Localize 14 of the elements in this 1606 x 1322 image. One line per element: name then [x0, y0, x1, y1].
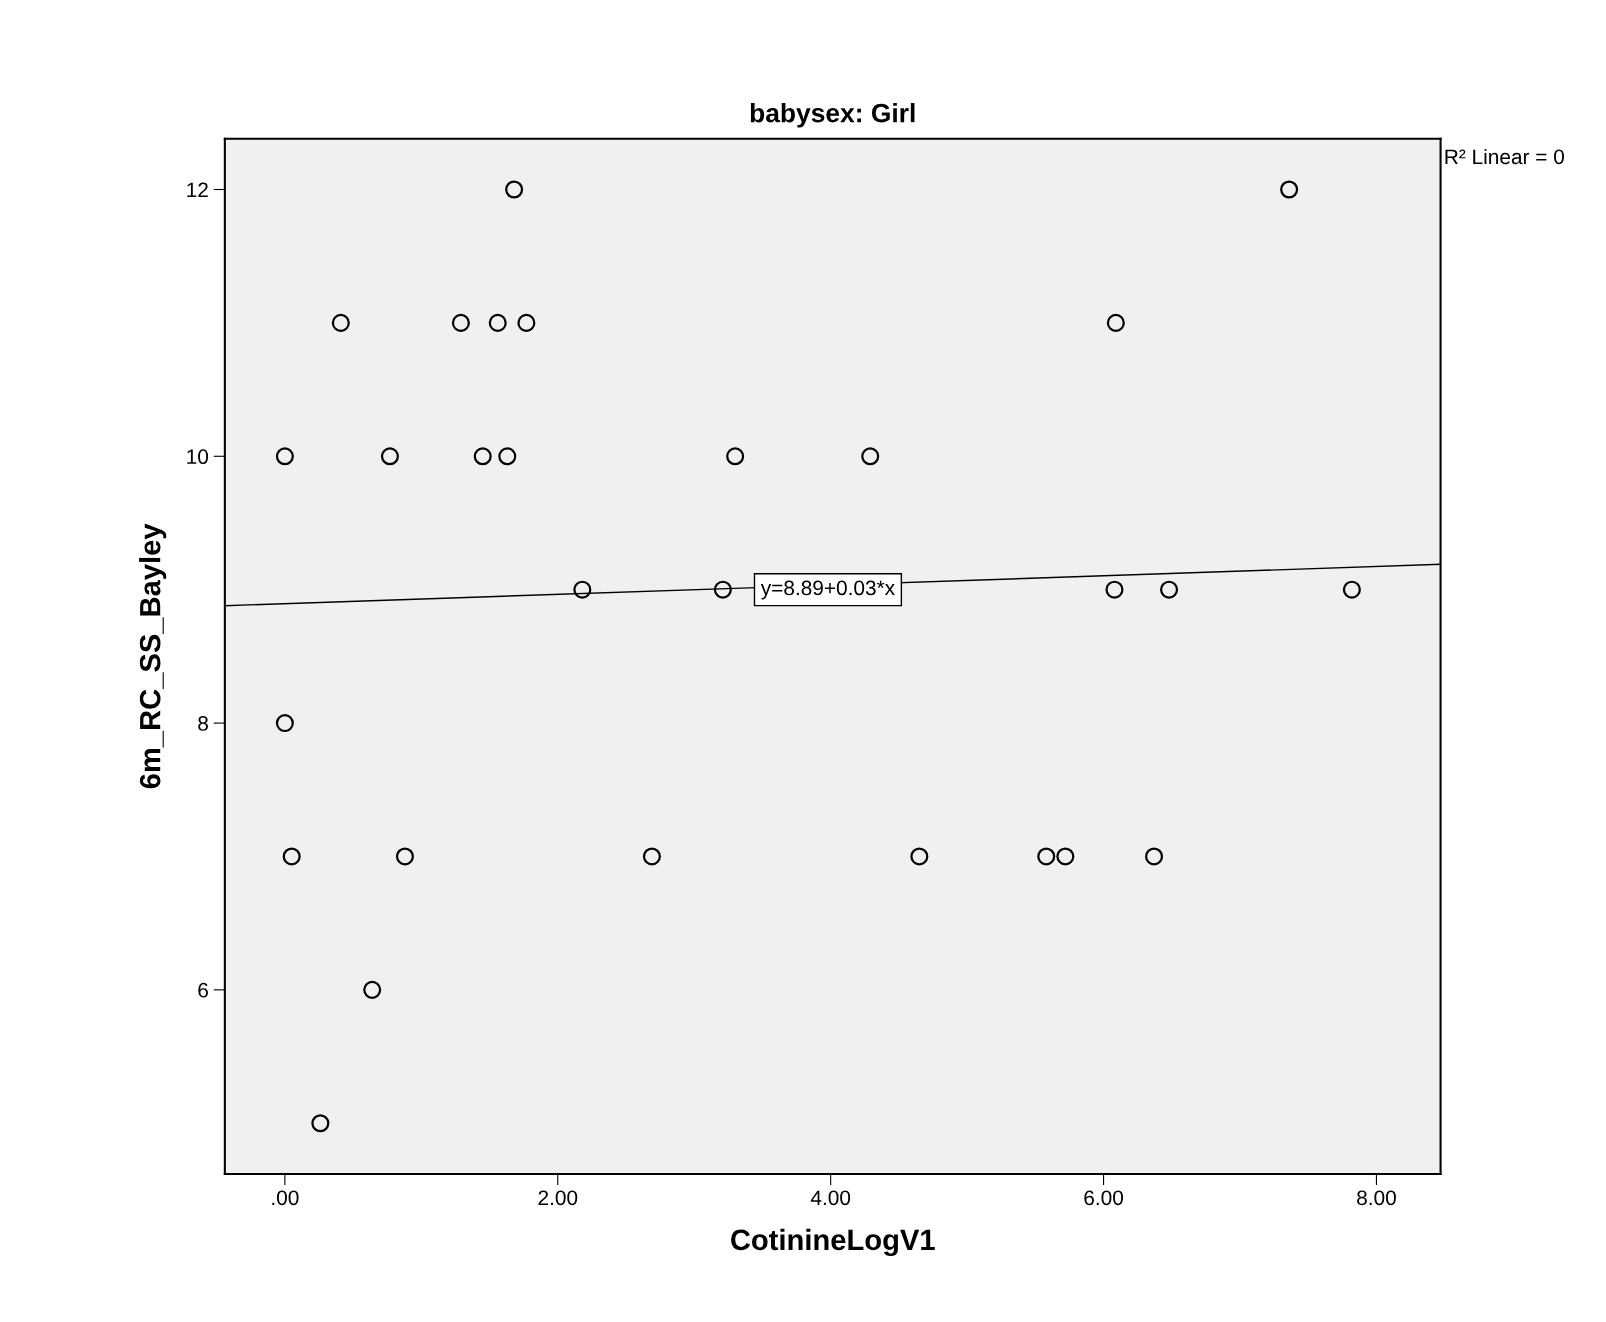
x-axis-title: CotinineLogV1 [731, 1228, 935, 1257]
x-tick-label: 4.00 [810, 1190, 851, 1206]
y-axis-title: 6m_RC_SS_Bayley [139, 523, 167, 789]
x-tick-label: .00 [272, 1190, 299, 1206]
x-tick-label: 6.00 [1084, 1190, 1124, 1206]
chart-title: babysex: Girl [750, 103, 915, 128]
annotation: y=8.89+0.03*x [760, 580, 895, 600]
y-tick-label: 12 [187, 182, 208, 198]
y-tick-label: 6 [198, 982, 208, 998]
text: R² Linear = 0 [1445, 148, 1564, 165]
x-tick-label: 2.00 [538, 1190, 578, 1206]
y-tick-label: 8 [198, 716, 208, 731]
y-tick-label: 10 [187, 449, 209, 465]
x-tick-label: 8.00 [1357, 1190, 1396, 1206]
